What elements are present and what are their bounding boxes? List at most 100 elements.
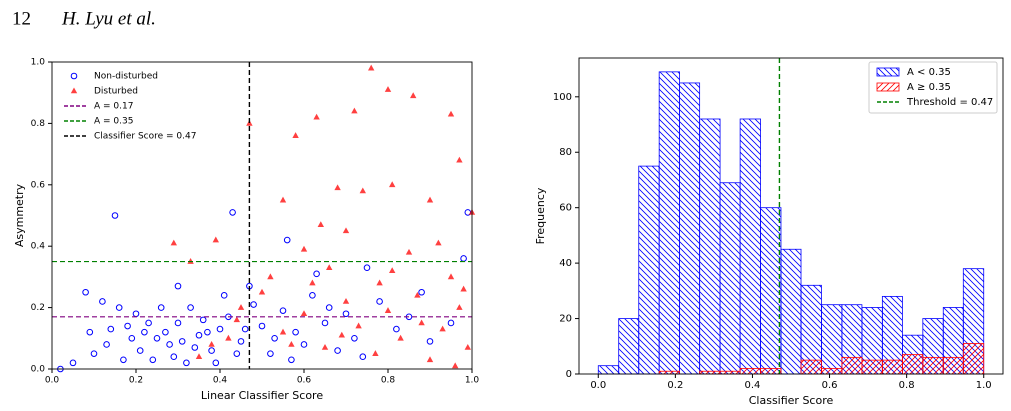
point — [426, 196, 434, 203]
point — [212, 236, 219, 243]
y-tick-label: 0.2 — [31, 303, 45, 313]
x-tick-label: 0.0 — [590, 380, 606, 391]
point — [90, 350, 98, 357]
bar — [679, 82, 701, 375]
point — [456, 304, 463, 310]
point — [384, 307, 392, 313]
point — [183, 359, 190, 367]
point — [452, 362, 459, 369]
point — [237, 338, 245, 345]
point — [309, 292, 316, 299]
bar — [597, 365, 620, 375]
x-tick-label: 0.6 — [822, 380, 838, 391]
point — [204, 328, 211, 336]
point — [309, 279, 316, 286]
y-tick-label: 0.8 — [31, 119, 46, 129]
x-tick-label: 0.4 — [745, 380, 761, 391]
point — [208, 347, 215, 354]
legend-label: A = 0.17 — [94, 102, 133, 112]
point — [124, 322, 131, 330]
point — [368, 64, 375, 71]
point — [283, 236, 291, 244]
point — [229, 209, 236, 216]
point — [225, 334, 232, 341]
point — [216, 325, 224, 333]
bar — [922, 356, 944, 375]
point — [372, 350, 379, 356]
point — [426, 338, 434, 345]
point — [195, 353, 203, 360]
point — [447, 110, 455, 117]
x-tick-label: 0.6 — [297, 376, 312, 386]
y-tick-label: 0.4 — [31, 242, 46, 252]
point — [326, 264, 333, 270]
point — [338, 331, 345, 338]
point — [363, 264, 371, 271]
y-tick-label: 0.0 — [31, 365, 46, 375]
bar — [739, 118, 761, 375]
y-tick-label: 80 — [559, 147, 572, 158]
legend-label: A ≥ 0.35 — [907, 82, 951, 93]
point — [128, 335, 136, 342]
point — [321, 344, 329, 350]
point — [389, 181, 396, 188]
point — [435, 239, 442, 246]
legend-marker — [876, 82, 900, 92]
x-axis-label: Classifier Score — [749, 394, 834, 407]
point — [292, 132, 299, 138]
point — [292, 328, 299, 336]
point — [376, 298, 383, 305]
bar — [841, 356, 863, 375]
point — [342, 310, 350, 318]
x-axis-label: Linear Classifier Score — [201, 389, 323, 402]
point — [145, 319, 152, 327]
point — [220, 292, 228, 299]
point — [355, 322, 362, 329]
point — [279, 307, 287, 314]
bar — [942, 356, 964, 375]
point — [359, 187, 366, 194]
point — [460, 285, 467, 292]
point — [178, 338, 186, 345]
y-tick-label: 0 — [566, 369, 572, 380]
point — [288, 340, 295, 347]
point — [82, 288, 89, 296]
bar — [658, 71, 681, 375]
point — [439, 325, 446, 332]
point — [334, 347, 341, 354]
point — [120, 356, 127, 364]
legend-label: A = 0.35 — [94, 117, 133, 127]
point — [342, 227, 350, 234]
bar — [881, 359, 903, 375]
legend-marker — [70, 72, 78, 80]
x-tick-label: 0.8 — [899, 380, 915, 391]
point — [317, 221, 324, 228]
point — [447, 273, 455, 280]
point — [250, 301, 257, 308]
point — [162, 328, 169, 336]
legend-label: Non-disturbed — [94, 72, 158, 82]
point — [212, 359, 220, 367]
point — [107, 325, 115, 333]
point — [405, 248, 413, 255]
y-tick-label: 0.6 — [31, 180, 46, 190]
y-tick-label: 60 — [559, 203, 572, 214]
point — [258, 322, 266, 330]
point — [351, 107, 358, 114]
point — [313, 113, 320, 120]
point — [69, 359, 77, 367]
y-axis-label: Asymmetry — [13, 183, 26, 247]
point — [136, 347, 144, 354]
point — [456, 156, 463, 163]
point — [279, 328, 287, 335]
bar — [821, 304, 843, 375]
point — [99, 298, 106, 305]
point — [132, 310, 140, 318]
point — [279, 196, 287, 203]
bar — [760, 207, 782, 375]
point — [187, 304, 194, 311]
plot-frame — [578, 57, 1004, 375]
bar — [821, 368, 843, 375]
point — [460, 255, 467, 262]
point — [418, 288, 425, 296]
